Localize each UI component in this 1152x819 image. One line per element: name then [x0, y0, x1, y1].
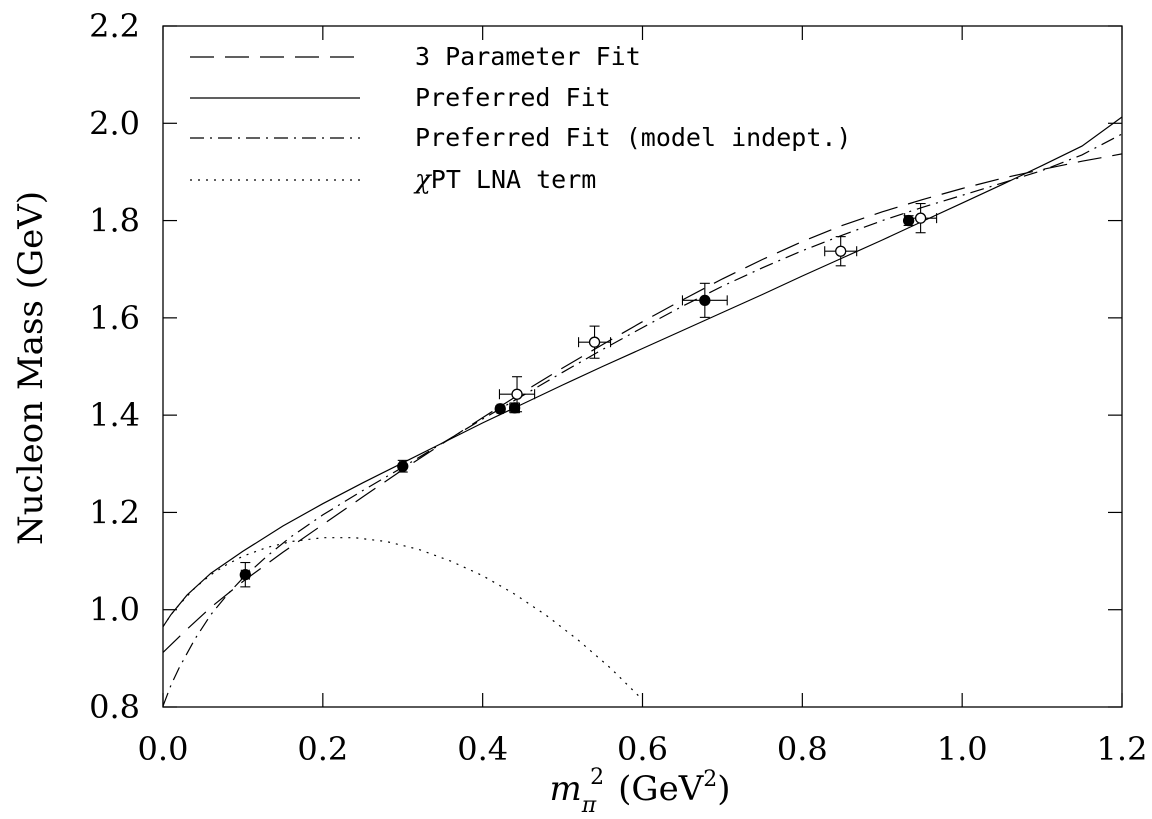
legend-label: 3 Parameter Fit	[415, 42, 641, 71]
legend-entry-dashed: 3 Parameter Fit	[190, 42, 641, 71]
y-tick-label: 1.4	[89, 396, 140, 434]
x-tick-label: 1.0	[937, 730, 988, 768]
y-tick-label: 2.0	[89, 104, 140, 142]
y-tick-label: 2.2	[89, 7, 140, 45]
x-tick-label: 0.0	[138, 730, 189, 768]
filled-data-point-2	[494, 403, 506, 415]
x-tick-label: 0.6	[617, 730, 668, 768]
open-data-point-3	[904, 202, 938, 234]
filled-data-point-1	[397, 459, 409, 473]
y-tick-label: 1.6	[89, 299, 140, 337]
x-axis-title-superscript: 2	[590, 765, 604, 790]
series-line-dashed	[163, 153, 1122, 653]
y-tick-label: 1.8	[89, 202, 140, 240]
x-axis-title-unit-superscript: 2	[703, 767, 717, 792]
legend-entry-dotted: χPT LNA term	[190, 165, 596, 195]
legend-label: χPT LNA term	[413, 165, 596, 195]
filled-data-point-0	[239, 561, 251, 588]
x-tick-label: 1.2	[1097, 730, 1148, 768]
legend-label: Preferred Fit (model indept.)	[415, 123, 852, 152]
data-points	[239, 202, 938, 588]
x-axis-title-subscript: π	[581, 793, 597, 818]
x-tick-label: 0.2	[297, 730, 348, 768]
y-tick-label: 1.2	[89, 493, 140, 531]
legend-entry-dash-dot: Preferred Fit (model indept.)	[190, 123, 852, 152]
axis-ticks: 0.0 0.2 0.4 0.6 0.8 1.0 1.2 0.8 1.0 1.2 1.4 1.6 1.8 2…	[89, 7, 1147, 768]
series-line-solid	[163, 116, 1122, 628]
legend-label: Preferred Fit	[415, 83, 611, 112]
x-tick-label: 0.4	[457, 730, 508, 768]
open-data-point-2	[824, 236, 858, 267]
y-tick-label: 0.8	[89, 688, 140, 726]
open-data-point-1	[578, 325, 612, 359]
filled-data-point-4	[681, 282, 728, 318]
open-data-point-0	[498, 376, 536, 413]
x-axis-title-unit-close: )	[717, 769, 730, 809]
series-line-dash-dot	[163, 133, 1122, 707]
x-axis-title-unit-open: (GeV	[618, 769, 705, 809]
legend-entry-solid: Preferred Fit	[190, 83, 611, 112]
series-line-dotted	[163, 537, 643, 701]
x-axis-title-symbol: m	[549, 769, 581, 809]
legend: 3 Parameter Fit Preferred Fit Preferred Fi…	[190, 42, 852, 195]
y-axis-title: Nucleon Mass (GeV)	[11, 191, 51, 545]
x-tick-label: 0.8	[777, 730, 828, 768]
x-axis-title: mπ2 (GeV2)	[549, 765, 730, 818]
y-tick-label: 1.0	[89, 591, 140, 629]
fit-curves	[163, 116, 1122, 707]
